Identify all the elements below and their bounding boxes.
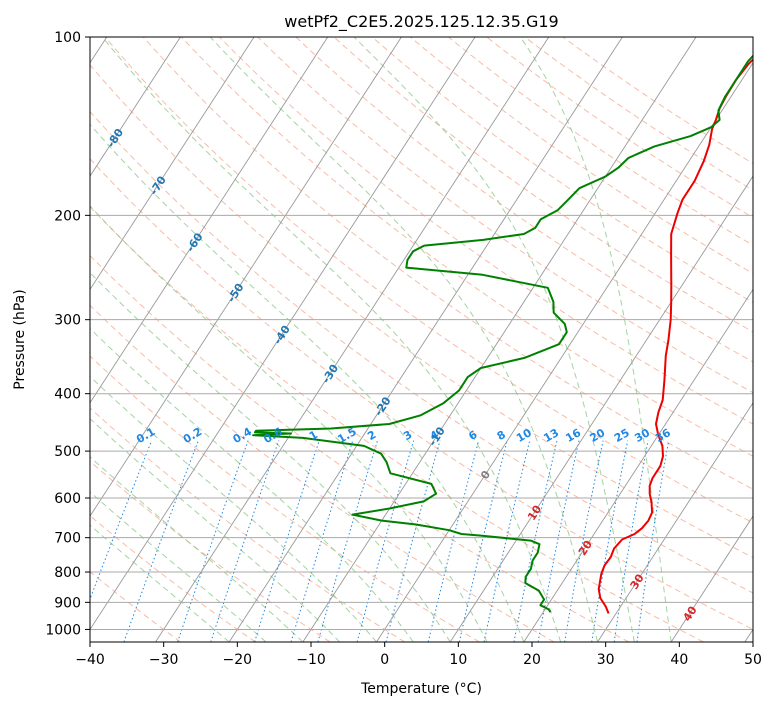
dry-adiabat [486, 37, 753, 219]
dry-adiabat [295, 37, 753, 363]
moist-adiabat [90, 123, 525, 642]
x-tick-label: −10 [296, 652, 326, 668]
mixing-ratio-line [254, 440, 320, 642]
isotherm-line [228, 37, 623, 642]
y-tick-label: 800 [54, 565, 81, 581]
isotherm-line [670, 515, 753, 642]
moist-adiabat [353, 37, 635, 642]
moist-adiabat [209, 37, 598, 642]
isotherm-line [302, 37, 697, 642]
dry-adiabat [448, 37, 753, 246]
moist-adiabat [90, 418, 341, 642]
isotherm-line [449, 175, 753, 642]
mixing-ratio-line [636, 440, 670, 642]
x-tick-label: 10 [449, 652, 467, 668]
x-axis-label: Temperature (°C) [360, 681, 482, 697]
moist-adiabat [101, 37, 562, 642]
mixing-ratio-line [356, 440, 415, 642]
isotherm-line [90, 37, 255, 291]
isotherm-line [90, 37, 476, 631]
isotherm-line [155, 37, 550, 642]
dry-adiabat [219, 37, 753, 425]
y-tick-label: 700 [54, 531, 81, 547]
mixing-ratio-line [290, 440, 354, 642]
mixing-ratio-line [537, 440, 580, 642]
isotherm-line [523, 288, 753, 642]
isotherm-line [90, 37, 181, 177]
mixing-ratio-line [613, 440, 649, 642]
isotherm-line [376, 61, 753, 642]
dry-adiabat [90, 304, 555, 642]
mixing-ratio-line [458, 440, 508, 642]
dry-adiabat [90, 515, 256, 642]
mixing-ratio-line [513, 440, 558, 642]
dry-adiabat [90, 407, 406, 642]
x-tick-label: −20 [223, 652, 253, 668]
y-tick-label: 100 [54, 30, 81, 46]
y-tick-label: 400 [54, 387, 81, 403]
x-tick-label: 30 [597, 652, 615, 668]
moist-adiabat [90, 491, 267, 642]
isotherm-line [90, 37, 329, 404]
mixing-ratio-line [317, 440, 378, 642]
moist-adiabat [90, 327, 414, 642]
x-tick-label: 40 [670, 652, 688, 668]
isotherm-line [597, 401, 753, 642]
plot-frame [89, 36, 754, 643]
dry-adiabat [104, 37, 753, 524]
chart-title: wetPf2_C2E5.2025.125.12.35.G19 [284, 12, 558, 32]
y-tick-label: 1000 [45, 622, 81, 638]
y-tick-label: 600 [54, 491, 81, 507]
moist-adiabat [90, 375, 377, 642]
dry-adiabat [181, 37, 753, 457]
moist-adiabat [519, 37, 672, 642]
y-tick-label: 900 [54, 595, 81, 611]
y-tick-label: 300 [54, 313, 81, 329]
dry-adiabat [90, 110, 753, 594]
mixing-ratio-line [564, 440, 604, 642]
x-tick-label: 20 [523, 652, 541, 668]
moist-adiabat [90, 524, 230, 642]
isotherm-line [90, 37, 402, 517]
mixing-ratio-line [177, 440, 249, 642]
dry-adiabat [257, 37, 753, 394]
dry-adiabat [90, 64, 753, 559]
y-tick-label: 500 [54, 444, 81, 460]
mixing-ratio-line [123, 440, 199, 642]
x-tick-label: −40 [75, 652, 105, 668]
dry-adiabat [562, 37, 753, 165]
dry-adiabat [524, 37, 753, 191]
y-tick-label: 200 [54, 208, 81, 224]
x-tick-label: 50 [744, 652, 762, 668]
mixing-ratio-line [483, 440, 531, 642]
mixing-ratio-line [591, 440, 629, 642]
dewpoint-profile-line [252, 54, 753, 613]
moist-adiabat [90, 271, 451, 642]
x-tick-label: −30 [149, 652, 179, 668]
y-axis-label: Pressure (hPa) [12, 289, 28, 389]
x-tick-label: 0 [380, 652, 389, 668]
dry-adiabat [90, 158, 753, 631]
temperature-profile-line [597, 58, 753, 614]
mixing-ratio-line [427, 440, 480, 642]
